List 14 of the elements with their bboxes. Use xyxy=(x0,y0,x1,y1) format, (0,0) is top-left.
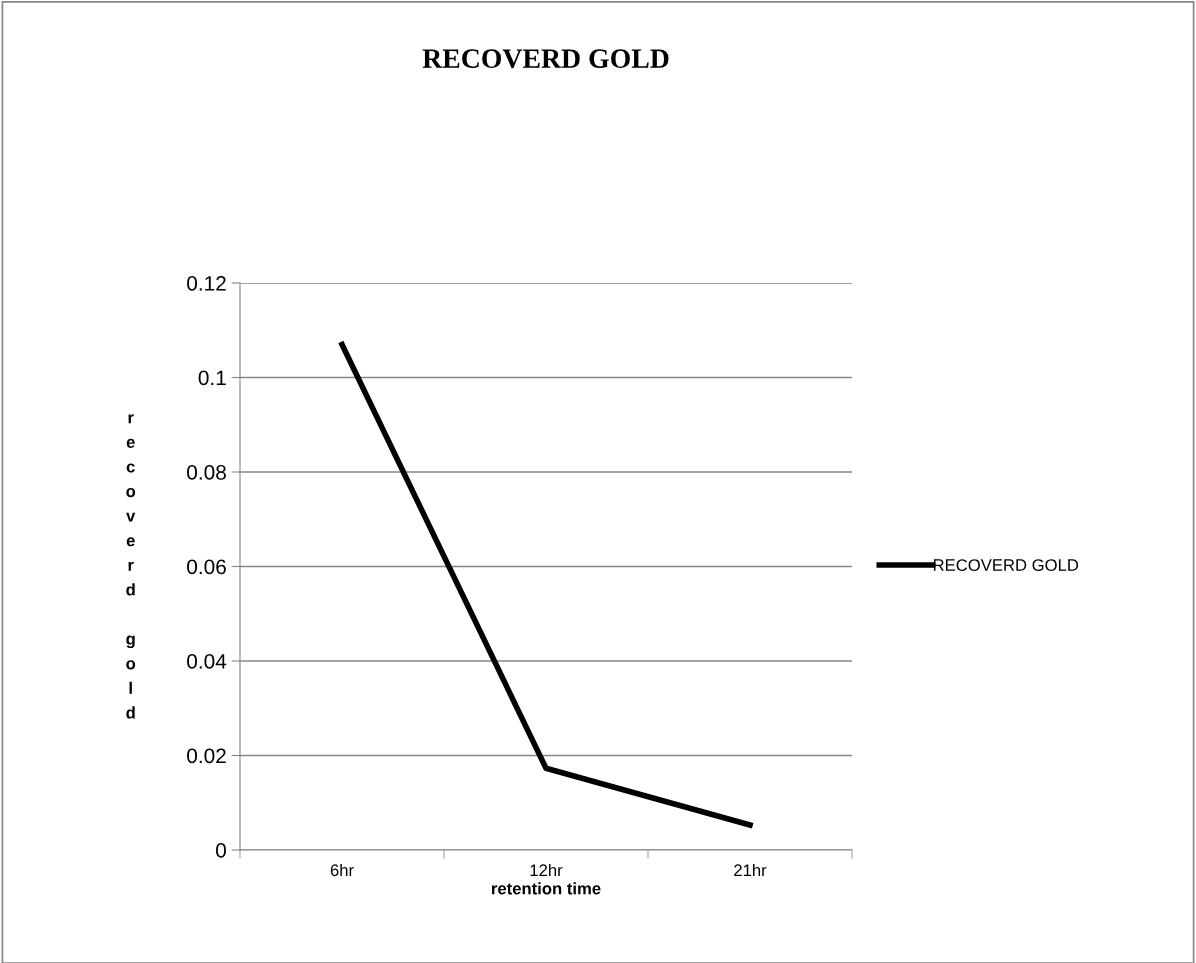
y-tick-label: 0 xyxy=(216,843,226,858)
y-tick-label: 0.02 xyxy=(187,748,226,764)
y-tick-label: 0.1 xyxy=(198,370,226,386)
x-tick-label: 12hr xyxy=(530,863,563,876)
y-tick-label: 0.12 xyxy=(187,276,226,291)
x-tick-label: 21hr xyxy=(734,863,767,876)
chart-title: RECOVERD GOLD xyxy=(422,49,669,69)
y-tick-label: 0.04 xyxy=(187,654,227,669)
x-tick-label: 6hr xyxy=(330,863,354,877)
x-axis-title: retention time xyxy=(492,882,601,895)
y-tick-label: 0.08 xyxy=(187,465,226,480)
text: recoverd gold xyxy=(126,414,136,719)
y-tick-label: 0.06 xyxy=(187,559,226,575)
legend-label: RECOVERD GOLD xyxy=(933,559,1079,571)
